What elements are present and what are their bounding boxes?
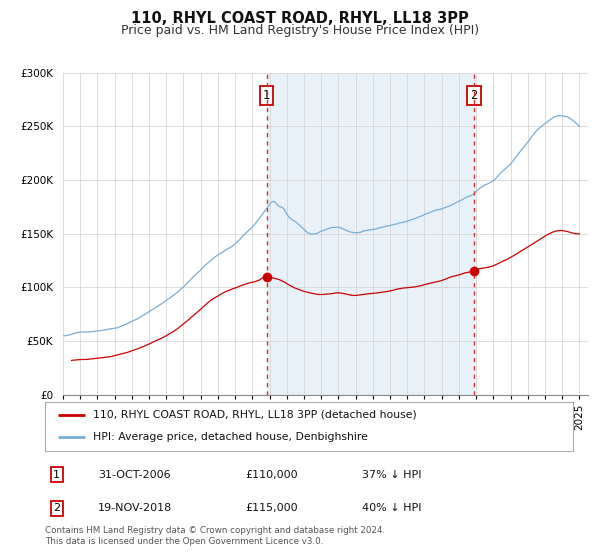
Text: 110, RHYL COAST ROAD, RHYL, LL18 3PP: 110, RHYL COAST ROAD, RHYL, LL18 3PP bbox=[131, 11, 469, 26]
Text: £115,000: £115,000 bbox=[245, 503, 298, 513]
Text: 37% ↓ HPI: 37% ↓ HPI bbox=[362, 470, 421, 480]
Text: HPI: Average price, detached house, Denbighshire: HPI: Average price, detached house, Denb… bbox=[92, 432, 367, 442]
Text: 40% ↓ HPI: 40% ↓ HPI bbox=[362, 503, 421, 513]
Text: Price paid vs. HM Land Registry's House Price Index (HPI): Price paid vs. HM Land Registry's House … bbox=[121, 24, 479, 36]
Text: £110,000: £110,000 bbox=[245, 470, 298, 480]
Text: 31-OCT-2006: 31-OCT-2006 bbox=[98, 470, 170, 480]
Text: Contains HM Land Registry data © Crown copyright and database right 2024.
This d: Contains HM Land Registry data © Crown c… bbox=[45, 526, 385, 546]
Bar bbox=[266, 73, 474, 395]
Text: 2: 2 bbox=[53, 503, 60, 513]
Text: 19-NOV-2018: 19-NOV-2018 bbox=[98, 503, 172, 513]
Text: 1: 1 bbox=[263, 89, 270, 102]
Text: 2: 2 bbox=[470, 89, 478, 102]
Text: 1: 1 bbox=[53, 470, 60, 480]
Text: 110, RHYL COAST ROAD, RHYL, LL18 3PP (detached house): 110, RHYL COAST ROAD, RHYL, LL18 3PP (de… bbox=[92, 410, 416, 420]
